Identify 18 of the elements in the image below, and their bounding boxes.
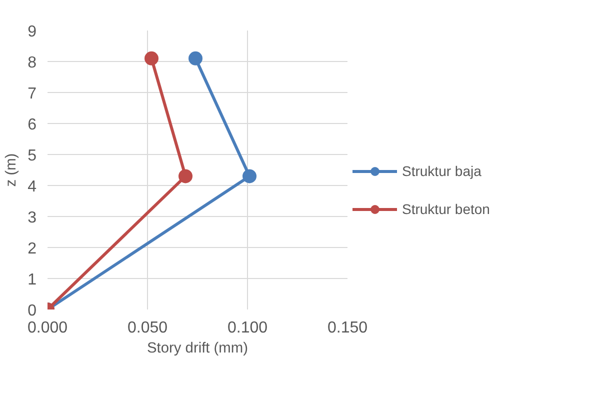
y-tick-label: 4 bbox=[28, 178, 37, 196]
legend-label: Struktur beton bbox=[402, 201, 490, 217]
y-axis-title: z (m) bbox=[4, 153, 20, 187]
x-tick-label: 0.000 bbox=[27, 320, 68, 336]
y-tick-label: 1 bbox=[28, 272, 37, 288]
y-tick-label: 9 bbox=[28, 24, 37, 40]
x-tick-label: 0.150 bbox=[327, 320, 368, 336]
y-tick-label: 6 bbox=[28, 116, 37, 134]
y-tick-label: 7 bbox=[28, 86, 37, 102]
x-tick-label: 0.050 bbox=[127, 320, 168, 336]
y-tick-label: 5 bbox=[28, 148, 37, 164]
legend-label: Struktur baja bbox=[402, 163, 482, 179]
x-axis-title: Story drift (mm) bbox=[147, 340, 248, 356]
x-tick-label: 0.100 bbox=[227, 320, 268, 336]
y-tick-label: 8 bbox=[28, 54, 37, 72]
y-tick-label: 3 bbox=[28, 210, 37, 226]
y-tick-label: 2 bbox=[28, 240, 37, 258]
y-tick-label: 0 bbox=[28, 302, 37, 320]
